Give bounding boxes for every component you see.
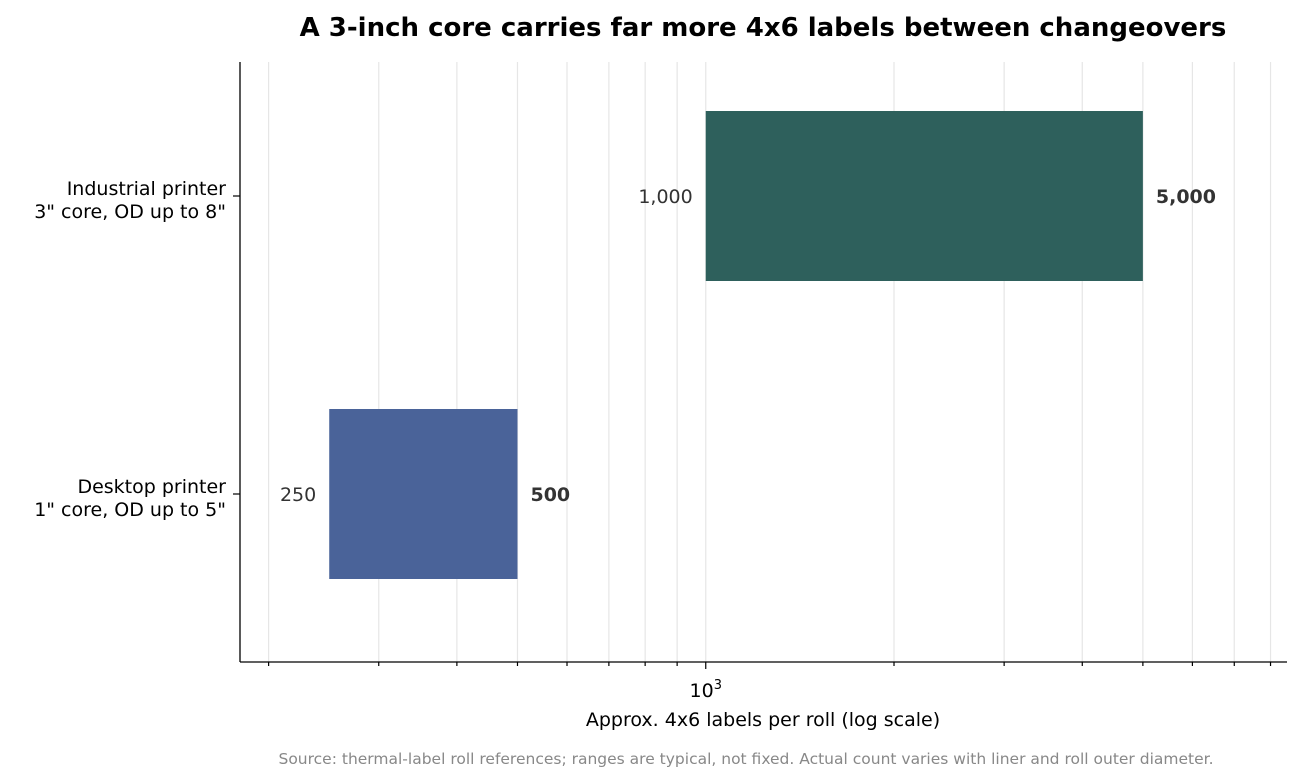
bars [329,111,1143,579]
category-label-line2: 3" core, OD up to 8" [34,201,226,223]
source-note: Source: thermal-label roll references; r… [278,750,1213,768]
high-value-label: 5,000 [1156,186,1216,208]
x-tick-base: 10 [690,680,714,702]
category-label-line1: Industrial printer [67,178,226,200]
x-tick-exponent: 3 [714,678,722,693]
range-bar [705,111,1143,281]
high-value-label: 500 [530,484,570,506]
low-value-label: 1,000 [638,186,692,208]
category-label-line2: 1" core, OD up to 5" [34,499,226,521]
x-tick-label-1000: 103 [690,678,722,702]
x-axis-label: Approx. 4x6 labels per roll (log scale) [586,709,940,731]
value-labels: 1,000 5,000 250 500 [280,186,1216,506]
range-bar [329,409,518,579]
x-ticks [268,662,1272,669]
low-value-label: 250 [280,484,316,506]
chart-title: A 3-inch core carries far more 4x6 label… [300,13,1227,43]
category-label-line1: Desktop printer [77,476,226,498]
